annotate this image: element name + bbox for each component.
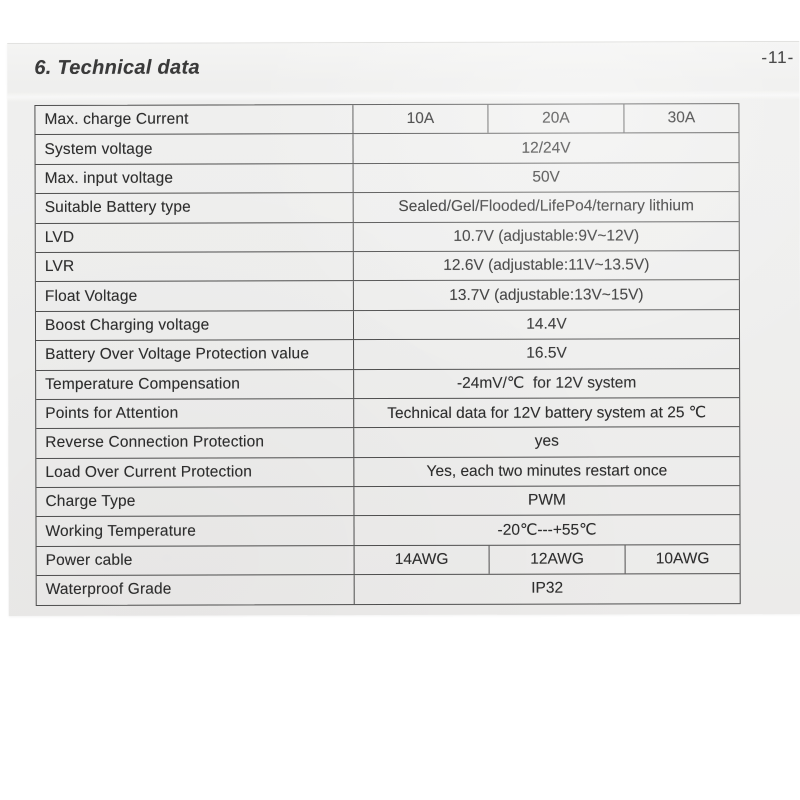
spec-value: 14AWG <box>394 550 449 569</box>
table-row: Reverse Connection Protection yes <box>36 427 740 459</box>
page-number: -11- <box>761 47 795 68</box>
spec-values: 10A 20A 30A <box>353 104 739 134</box>
table-row: Suitable Battery type Sealed/Gel/Flooded/… <box>35 192 739 224</box>
spec-value: 16.5V <box>526 344 567 362</box>
spec-value: 20A <box>487 104 624 134</box>
spec-label: LVD <box>35 222 354 252</box>
spec-value: 12/24V <box>521 139 571 157</box>
spec-label: Float Voltage <box>35 281 354 311</box>
spec-value: PWM <box>527 491 566 509</box>
table-row: Float Voltage 13.7V (adjustable:13V~15V) <box>35 280 739 312</box>
table-row: Waterproof Grade IP32 <box>36 574 740 605</box>
spec-table: Max. charge Current 10A 20A 30A System volta… <box>34 103 741 606</box>
table-row: Power cable 14AWG 12AWG 10AWG <box>36 544 740 577</box>
spec-value: Yes, each two minutes restart once <box>426 462 668 480</box>
table-row: Temperature Compensation -24mV/℃ for 12V … <box>36 368 740 400</box>
paper-crease <box>7 89 800 103</box>
table-row: Points for Attention Technical data for 1… <box>36 398 740 430</box>
spec-label: Max. input voltage <box>35 163 354 194</box>
spec-label: Suitable Battery type <box>35 193 354 223</box>
spec-label: System voltage <box>35 134 354 164</box>
spec-label: Reverse Connection Protection <box>36 428 355 458</box>
spec-label: Load Over Current Protection <box>36 457 355 488</box>
table-row: Battery Over Voltage Protection value 16.… <box>36 339 740 371</box>
spec-label: Max. charge Current <box>35 105 354 135</box>
table-row: LVR 12.6V (adjustable:11V~13.5V) <box>35 251 739 283</box>
spec-value: 12.6V (adjustable:11V~13.5V) <box>443 256 650 275</box>
spec-value: 10A <box>406 110 435 128</box>
spec-value: Technical data for 12V battery system at… <box>387 403 707 422</box>
spec-value: 12AWG <box>488 545 625 575</box>
spec-values: Yes, each two minutes restart once <box>354 457 739 486</box>
table-row: Charge Type PWM <box>36 486 740 518</box>
spec-values: IP32 <box>355 574 740 603</box>
spec-values: Sealed/Gel/Flooded/LifePo4/ternary lithi… <box>354 192 739 221</box>
spec-value: IP32 <box>531 580 564 598</box>
table-row: Max. charge Current 10A 20A 30A <box>35 104 739 136</box>
spec-values: yes <box>354 427 739 456</box>
section-title: 6. Technical data <box>34 56 200 79</box>
spec-values: -24mV/℃ for 12V system <box>354 369 739 398</box>
spec-values: 50V <box>354 163 739 192</box>
spec-values: 13.7V (adjustable:13V~15V) <box>354 280 739 309</box>
spec-values: 14.4V <box>354 310 739 339</box>
spec-value: 14.4V <box>526 315 567 333</box>
table-row: LVD 10.7V (adjustable:9V~12V) <box>35 221 739 253</box>
table-row: System voltage 12/24V <box>35 133 739 165</box>
spec-value: 10AWG <box>624 544 740 574</box>
spec-values: 14AWG 12AWG 10AWG <box>355 544 740 575</box>
spec-values: 12.6V (adjustable:11V~13.5V) <box>354 251 739 280</box>
spec-values: Technical data for 12V battery system at… <box>354 398 739 427</box>
spec-value: 10.7V (adjustable:9V~12V) <box>453 227 640 245</box>
spec-values: PWM <box>354 486 739 515</box>
spec-label: Battery Over Voltage Protection value <box>36 340 355 370</box>
spec-values: 16.5V <box>354 339 739 368</box>
table-row: Working Temperature -20℃---+55℃ <box>36 515 740 547</box>
spec-values: 10.7V (adjustable:9V~12V) <box>354 222 739 251</box>
spec-values: 12/24V <box>353 134 738 163</box>
spec-label: Points for Attention <box>36 399 355 429</box>
spec-value: Sealed/Gel/Flooded/LifePo4/ternary lithi… <box>398 197 694 216</box>
spec-value: -20℃---+55℃ <box>497 521 597 539</box>
spec-values: -20℃---+55℃ <box>354 516 739 545</box>
spec-value: 30A <box>623 104 739 133</box>
manual-page: 6. Technical data -11- Max. charge Curre… <box>7 40 800 617</box>
spec-label: Power cable <box>36 545 355 576</box>
spec-label: Working Temperature <box>36 516 355 546</box>
spec-label: Waterproof Grade <box>36 575 355 605</box>
spec-value: 50V <box>532 168 560 186</box>
spec-value: -24mV/℃ for 12V system <box>456 374 637 393</box>
table-row: Load Over Current Protection Yes, each tw… <box>36 456 740 489</box>
spec-label: Boost Charging voltage <box>35 310 355 341</box>
spec-label: Temperature Compensation <box>36 369 355 399</box>
table-row: Max. input voltage 50V <box>35 162 739 195</box>
spec-label: LVR <box>35 252 354 282</box>
spec-value: yes <box>534 433 559 451</box>
spec-label: Charge Type <box>36 487 355 517</box>
table-row: Boost Charging voltage 14.4V <box>35 309 740 342</box>
spec-value: 13.7V (adjustable:13V~15V) <box>449 285 644 304</box>
